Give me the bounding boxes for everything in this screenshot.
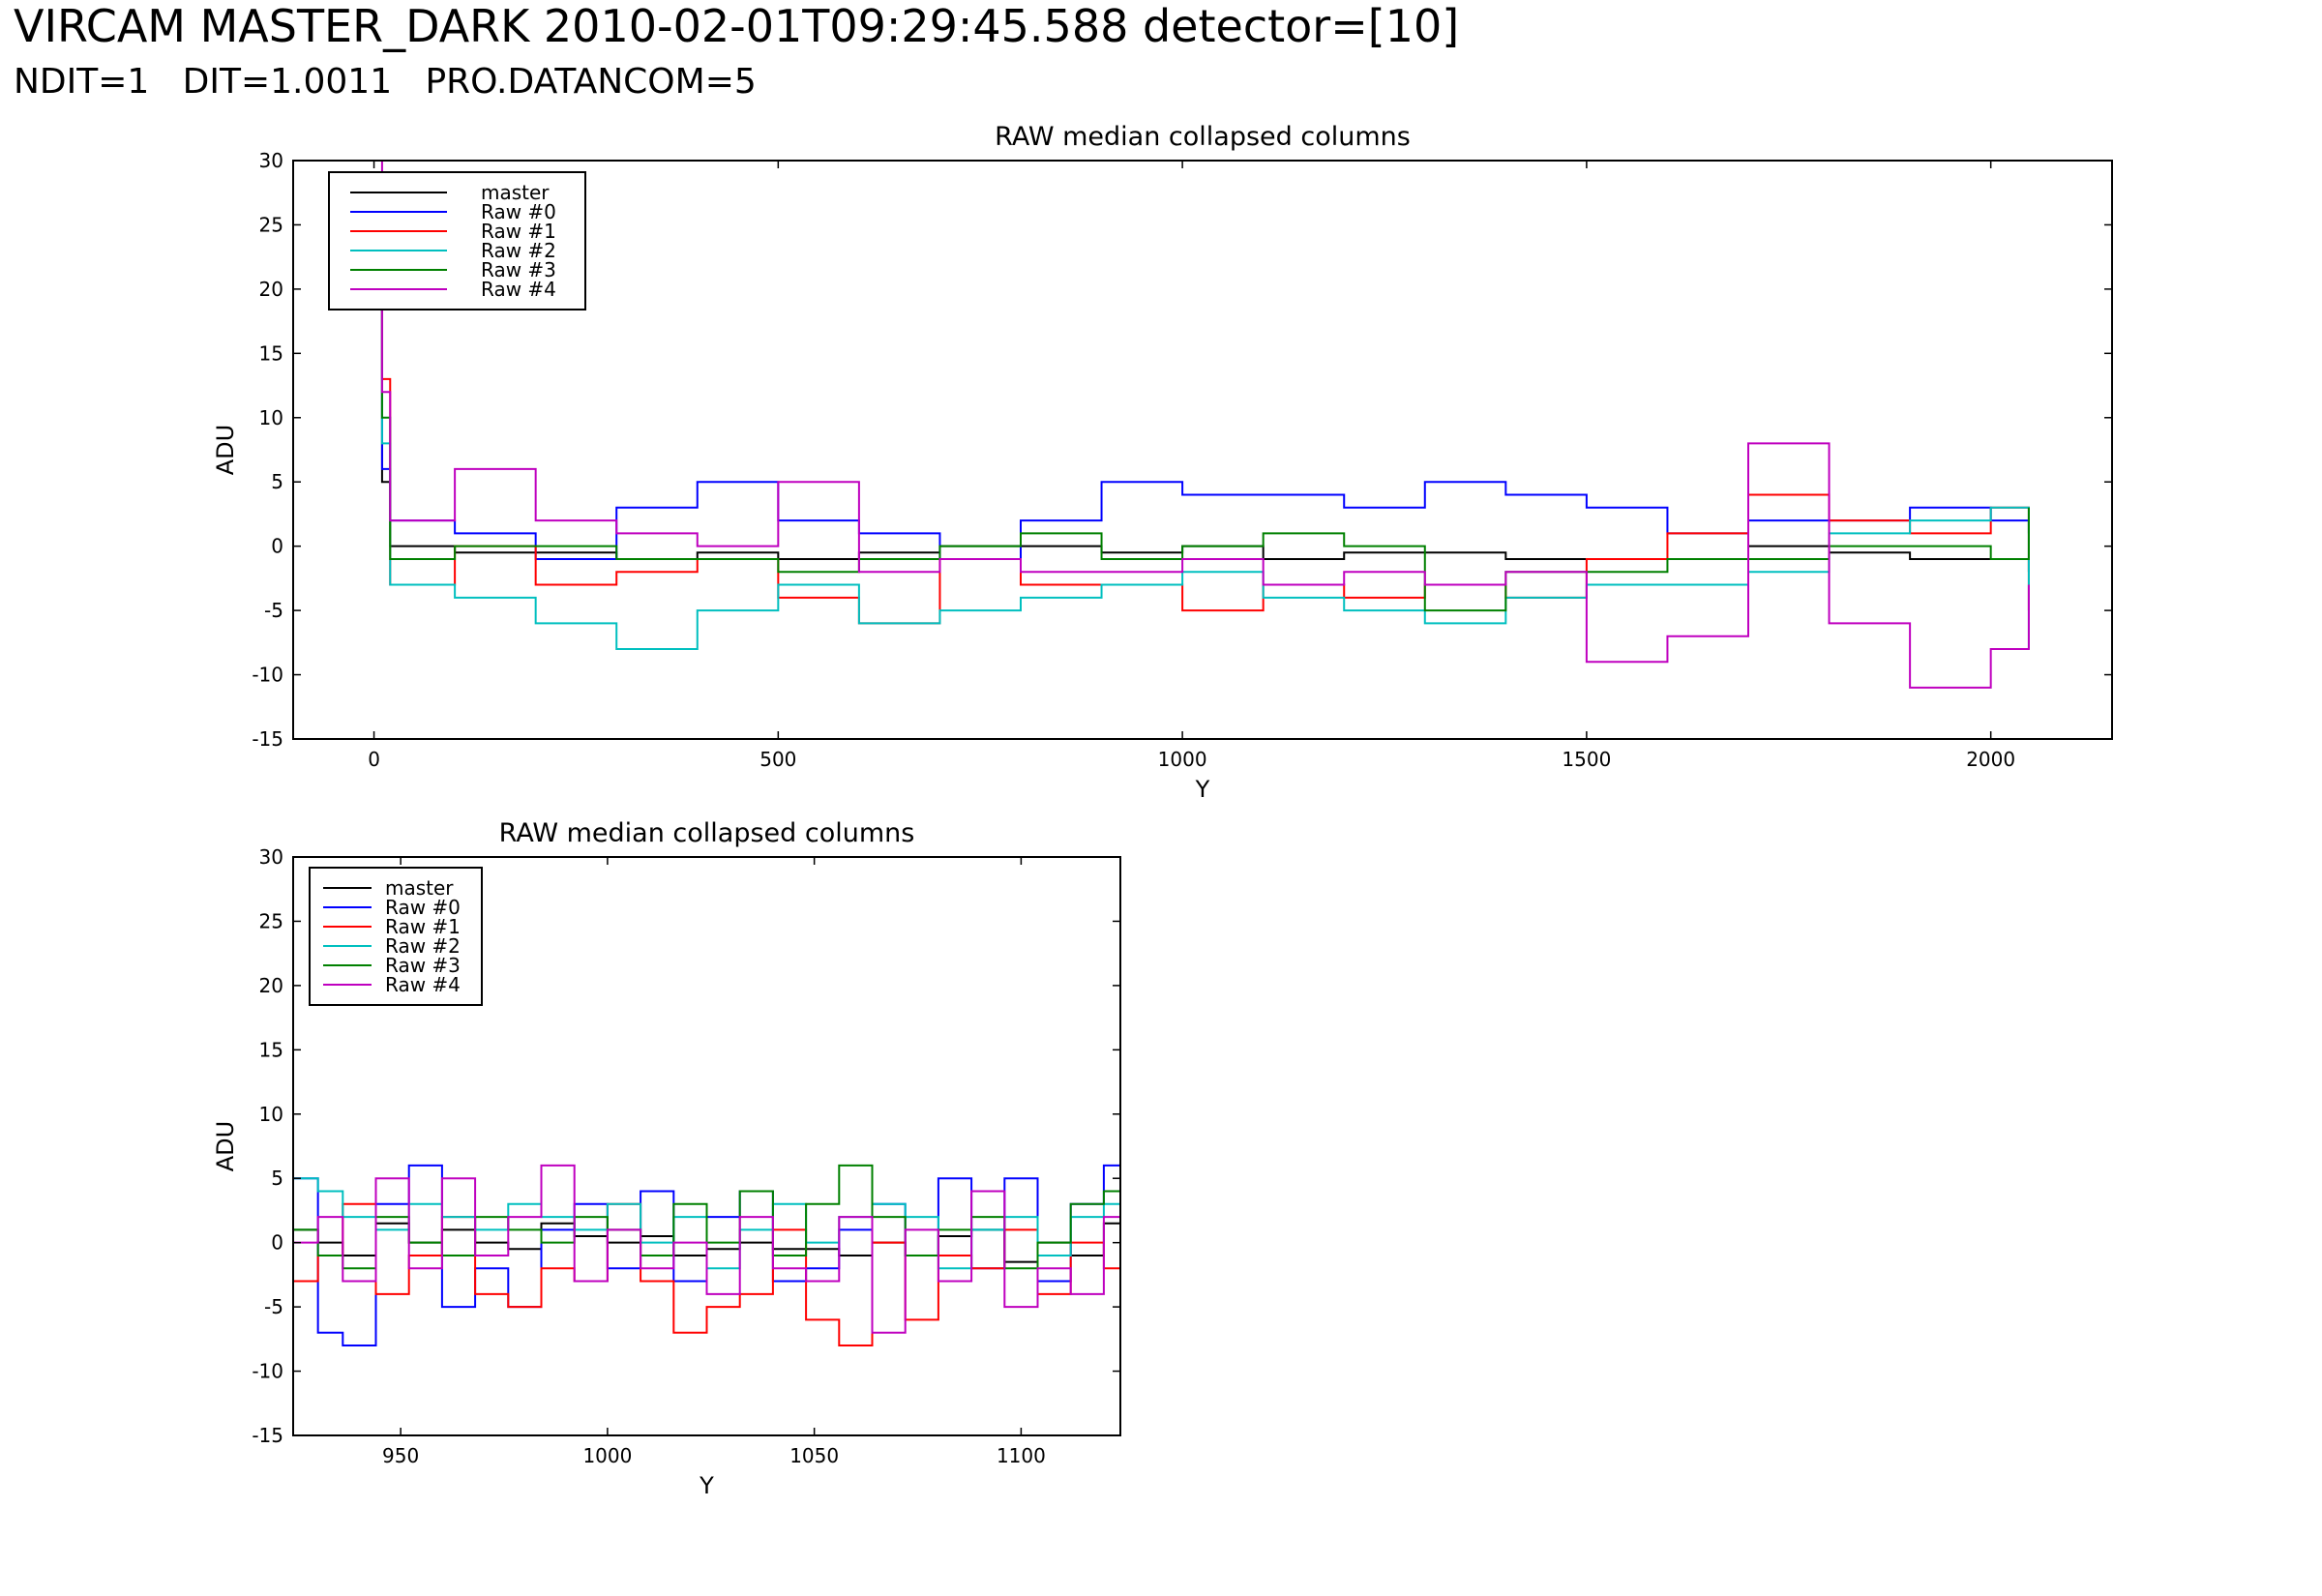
x-tick-label: 1000 (1158, 748, 1207, 771)
y-tick-label: 10 (259, 1103, 283, 1126)
y-tick-label: 15 (259, 341, 283, 365)
x-tick-label: 1500 (1562, 748, 1611, 771)
series-line-raw-4 (293, 1164, 1120, 1334)
y-tick-label: -15 (252, 727, 283, 751)
x-tick-label: 500 (759, 748, 796, 771)
chart-title: RAW median collapsed columns (499, 818, 915, 848)
x-tick-label: 1050 (789, 1444, 839, 1467)
y-tick-label: -5 (264, 599, 283, 622)
legend-label: master (385, 876, 454, 900)
legend-label: Raw #3 (481, 258, 556, 281)
series-line-raw-1 (373, 172, 2030, 625)
chart-title: RAW median collapsed columns (995, 122, 1411, 152)
x-tick-label: 1100 (997, 1444, 1046, 1467)
x-tick-label: 0 (368, 748, 380, 771)
plot-frame (292, 160, 2113, 740)
legend-box (328, 171, 586, 310)
y-tick-label: 5 (271, 1167, 283, 1190)
y-tick-label: 5 (271, 470, 283, 493)
legend-label: Raw #0 (385, 896, 461, 919)
plot-frame (292, 856, 1121, 1436)
y-tick-label: 0 (271, 535, 283, 558)
legend-label: Raw #3 (385, 954, 461, 977)
x-axis-label: Y (1195, 776, 1210, 803)
y-tick-label: 25 (259, 909, 283, 932)
legend-label: Raw #4 (385, 973, 461, 996)
series-line-raw-4 (373, 161, 2030, 689)
x-tick-label: 950 (382, 1444, 419, 1467)
x-tick-label: 2000 (1966, 748, 2015, 771)
x-axis-label: Y (699, 1472, 714, 1499)
figure-subtitle: NDIT=1 DIT=1.0011 PRO.DATANCOM=5 (14, 62, 757, 102)
legend-box (309, 867, 483, 1006)
chart-2: 950 1000 1050 1100 -15 -10 -5 0 5 10 15 20 25 30 RAW m… (212, 818, 1121, 1499)
series-line-raw-3 (373, 172, 2030, 612)
series-line-raw-0 (373, 172, 2030, 560)
y-tick-label: -10 (252, 1360, 283, 1383)
series-line-raw-1 (293, 1202, 1120, 1346)
y-tick-label: 20 (259, 278, 283, 301)
y-tick-label: 25 (259, 213, 283, 236)
y-tick-label: 20 (259, 974, 283, 997)
legend-label: master (481, 181, 550, 204)
y-tick-label: 15 (259, 1038, 283, 1061)
plot-area (293, 1164, 1120, 1346)
legend-label: Raw #2 (385, 934, 461, 958)
y-tick-label: -5 (264, 1295, 283, 1318)
series-line-raw-2 (373, 172, 2030, 650)
y-tick-label: 0 (271, 1231, 283, 1255)
legend-label: Raw #0 (481, 200, 556, 223)
y-tick-label: 30 (259, 149, 283, 172)
y-tick-label: 30 (259, 845, 283, 869)
legend-label: Raw #1 (481, 220, 556, 243)
y-axis-label: ADU (212, 425, 239, 475)
y-axis-label: ADU (212, 1121, 239, 1171)
series-line-master (373, 185, 2030, 573)
legend-label: Raw #1 (385, 915, 461, 938)
x-tick-label: 1000 (582, 1444, 632, 1467)
legend-label: Raw #4 (481, 278, 556, 301)
figure-title: VIRCAM MASTER_DARK 2010-02-01T09:29:45.5… (14, 0, 1460, 52)
y-tick-label: -15 (252, 1424, 283, 1447)
y-tick-label: -10 (252, 664, 283, 687)
plot-area (373, 161, 2030, 689)
chart-1: 0 500 1000 1500 2000 -15 -10 -5 0 5 10 15 20 25 30 RAW … (212, 122, 2113, 803)
y-tick-label: 10 (259, 406, 283, 429)
legend-label: Raw #2 (481, 239, 556, 262)
